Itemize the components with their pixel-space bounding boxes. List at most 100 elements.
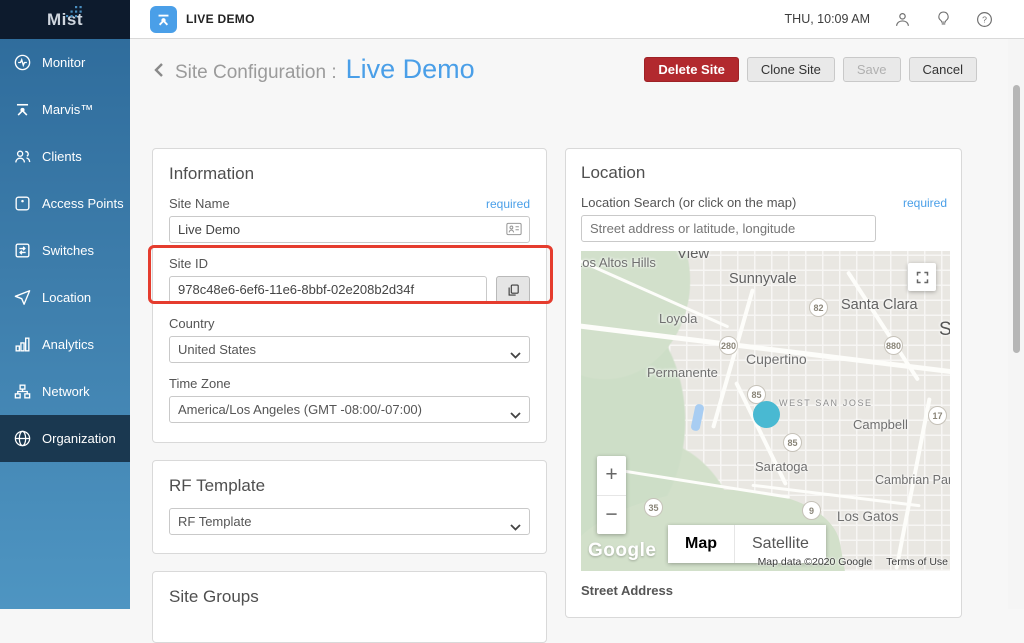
org-ap-icon [150,5,177,33]
whats-new-icon[interactable] [935,10,952,29]
analytics-icon [15,337,30,352]
map-label: Campbell [853,417,908,432]
map-label: Santa Clara [841,297,918,313]
sidebar-item-switches[interactable]: Switches [0,227,130,274]
sidebar-item-label: Access Points [42,196,124,211]
location-search-label: Location Search (or click on the map) [581,195,797,210]
location-search-input[interactable] [581,215,876,242]
save-button[interactable]: Save [842,57,901,82]
timezone-label: Time Zone [169,376,231,391]
sidebar-item-label: Analytics [42,337,95,352]
site-name-input[interactable] [169,216,530,243]
terms-of-use-link[interactable]: Terms of Use [886,556,948,568]
sidebar-item-monitor[interactable]: Monitor [0,39,130,86]
highway-shield: 35 [644,498,663,517]
org-name: LIVE DEMO [186,12,255,26]
country-label: Country [169,316,215,331]
map-label: Sunnyvale [729,271,797,287]
sidebar-item-label: Monitor [42,55,86,70]
site-location-marker[interactable] [753,401,780,428]
map-type-control: Map Satellite [668,525,826,563]
google-map[interactable]: Los Altos Hills View Sunnyvale Santa Cla… [581,251,950,571]
map-label: Cambrian Park [875,473,950,487]
location-icon [14,290,31,305]
sidebar-nav: Monitor Marvis™ Clients Access Points Sw… [0,39,130,462]
clients-icon [15,150,31,163]
page-title: Live Demo [345,54,475,84]
map-zoom-control: + − [597,456,626,534]
country-select[interactable]: United States [169,336,530,363]
mist-logo-dots-icon [66,6,82,18]
fullscreen-icon [916,271,928,283]
copy-site-id-button[interactable] [496,276,530,303]
sidebar-item-access-points[interactable]: Access Points [0,180,130,227]
map-label: Saratoga [755,459,808,474]
zoom-in-button[interactable]: + [597,456,626,496]
site-groups-title: Site Groups [169,587,259,606]
marvis-icon [16,103,29,116]
highway-shield: 280 [719,336,738,355]
location-card: Location Location Search (or click on th… [565,148,962,618]
map-attribution: Map data ©2020 Google [757,556,873,568]
highway-shield: 17 [928,406,947,425]
map-label: Los Gatos [837,509,899,524]
rf-template-select[interactable]: RF Template [169,508,530,535]
sidebar-item-label: Network [42,384,90,399]
sidebar-item-label: Location [42,290,92,305]
clock: THU, 10:09 AM [784,12,870,26]
required-badge: required [485,197,530,211]
topbar: LIVE DEMO THU, 10:09 AM ? [130,0,1024,39]
location-title: Location [581,163,646,182]
map-label: Loyola [659,311,698,326]
sidebar-item-marvis[interactable]: Marvis™ [0,86,130,133]
sidebar-item-analytics[interactable]: Analytics [0,321,130,368]
information-title: Information [169,164,255,183]
map-label: Los Altos Hills [581,255,656,270]
map-label: Cupertino [746,351,807,367]
chevron-down-icon [510,347,521,362]
highway-shield: 82 [809,298,828,317]
fullscreen-button[interactable] [908,263,936,291]
delete-site-button[interactable]: Delete Site [644,57,739,82]
satellite-view-button[interactable]: Satellite [752,535,809,552]
site-name-label: Site Name [169,196,230,211]
site-id-input[interactable] [169,276,487,303]
sidebar-item-network[interactable]: Network [0,368,130,415]
back-chevron-icon[interactable] [152,61,165,84]
contact-card-icon [505,221,523,242]
sidebar-item-organization[interactable]: Organization [0,415,130,462]
copy-icon [508,283,519,296]
timezone-select[interactable]: America/Los Angeles (GMT -08:00/-07:00) [169,396,530,423]
cancel-button[interactable]: Cancel [908,57,977,82]
scrollbar-track[interactable] [1008,39,1024,609]
map-label: Permanente [647,365,718,380]
zoom-out-button[interactable]: − [605,502,618,526]
scrollbar-thumb[interactable] [1013,85,1020,353]
account-icon[interactable] [893,10,912,29]
information-card: Information Site Name required Site ID [152,148,547,443]
highway-shield: 85 [783,433,802,452]
sidebar-item-location[interactable]: Location [0,274,130,321]
svg-text:?: ? [982,14,987,24]
map-label: WEST SAN JOSE [779,398,873,408]
map-label: View [677,251,710,262]
access-points-icon [15,196,30,211]
site-id-label: Site ID [169,256,209,271]
sidebar-item-clients[interactable]: Clients [0,133,130,180]
clone-site-button[interactable]: Clone Site [746,57,835,82]
org-switcher[interactable]: LIVE DEMO [150,5,255,33]
mist-logo[interactable]: Mist [0,0,130,39]
organization-icon [14,430,31,447]
rf-template-card: RF Template RF Template [152,460,547,554]
google-logo[interactable]: Google [588,540,657,561]
required-badge: required [902,196,947,210]
rf-template-title: RF Template [169,476,266,495]
sidebar-item-label: Marvis™ [42,102,94,117]
map-label: S [939,319,950,340]
map-view-button[interactable]: Map [668,525,735,563]
help-icon[interactable]: ? [975,10,994,29]
mist-logo-text: Mist [47,9,83,29]
sidebar-item-label: Organization [42,431,116,446]
chevron-down-icon [510,519,521,534]
site-groups-card: Site Groups [152,571,547,643]
